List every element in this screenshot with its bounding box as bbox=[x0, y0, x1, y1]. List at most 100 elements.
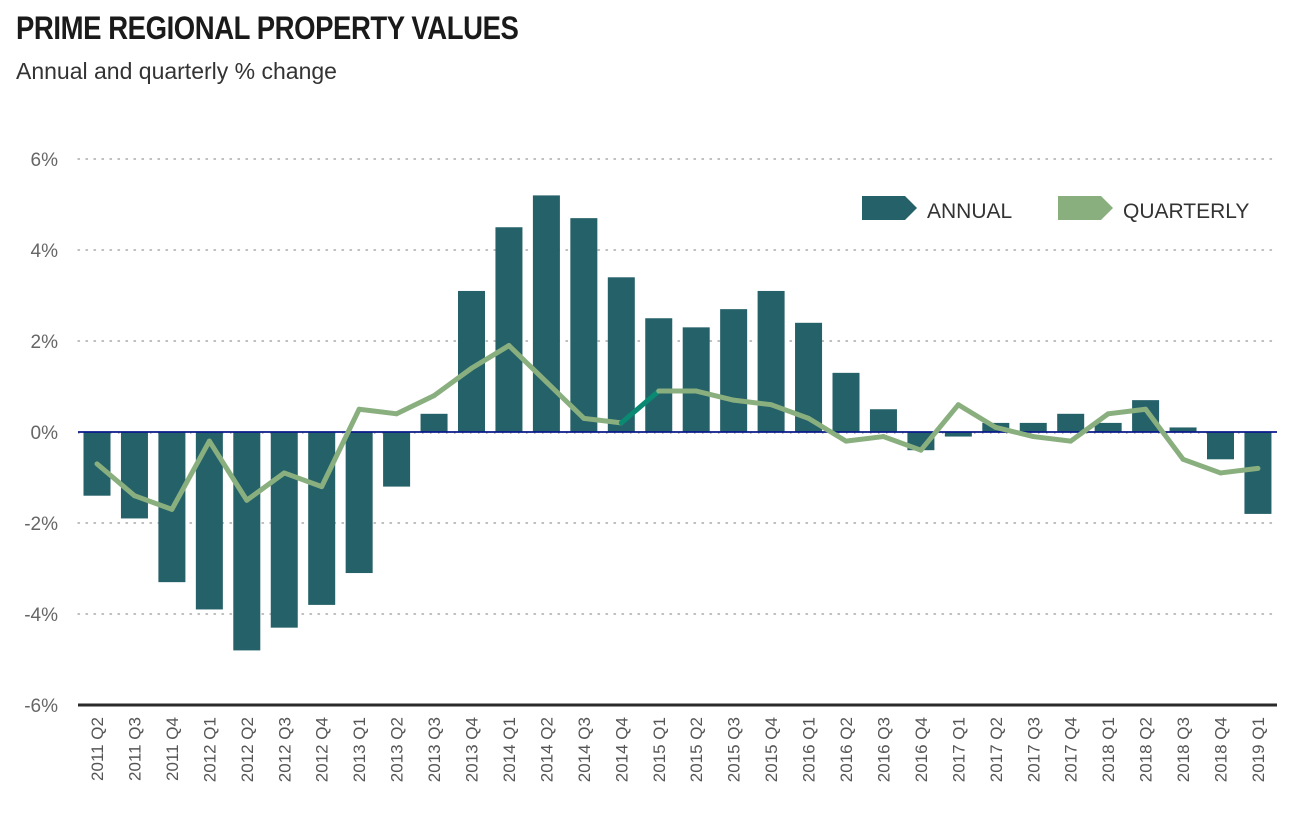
quarterly-line-segment bbox=[1180, 456, 1223, 476]
x-tick-label: 2011 Q2 bbox=[88, 717, 107, 781]
x-tick-label: 2017 Q4 bbox=[1062, 717, 1081, 782]
x-tick-label: 2018 Q4 bbox=[1212, 717, 1231, 782]
annual-bar bbox=[495, 227, 523, 432]
x-tick-label: 2012 Q4 bbox=[313, 717, 332, 782]
annual-bar bbox=[120, 432, 148, 519]
quarterly-line-segment bbox=[469, 343, 512, 371]
quarterly-line-segment bbox=[506, 343, 549, 385]
x-tick-label: 2011 Q4 bbox=[163, 717, 182, 781]
x-tick-label: 2014 Q4 bbox=[612, 717, 631, 782]
quarterly-line-segment bbox=[281, 470, 325, 490]
quarterly-line-segment bbox=[693, 388, 737, 403]
x-tick-label: 2016 Q3 bbox=[874, 717, 893, 782]
annual-bar bbox=[420, 413, 448, 432]
legend-label-annual: ANNUAL bbox=[927, 200, 1012, 223]
quarterly-line-segment bbox=[806, 415, 849, 444]
legend-swatch-annual bbox=[862, 196, 917, 220]
legend-item-annual[interactable]: ANNUAL bbox=[862, 196, 1012, 223]
legend-item-quarterly[interactable]: QUARTERLY bbox=[1058, 196, 1249, 223]
y-tick-label: -4% bbox=[24, 605, 58, 626]
quarterly-line-segment bbox=[543, 379, 587, 421]
x-tick-label: 2013 Q3 bbox=[425, 717, 444, 782]
quarterly-line-segment bbox=[581, 415, 624, 426]
annual-bar bbox=[270, 432, 298, 628]
x-tick-label: 2018 Q1 bbox=[1099, 717, 1118, 782]
x-tick-label: 2015 Q4 bbox=[762, 717, 781, 782]
annual-bar bbox=[832, 372, 860, 432]
x-tick-label: 2019 Q1 bbox=[1249, 717, 1268, 782]
quarterly-line-segment bbox=[356, 406, 400, 417]
quarterly-line-segment bbox=[731, 397, 774, 408]
quarterly-line-segment bbox=[169, 438, 212, 512]
x-tick-label: 2014 Q2 bbox=[537, 717, 556, 782]
x-tick-label: 2018 Q2 bbox=[1137, 717, 1156, 782]
annual-bar bbox=[1132, 400, 1160, 432]
quarterly-line-segment bbox=[431, 365, 474, 399]
quarterly-line-segment bbox=[618, 388, 662, 426]
quarterly-line-segment bbox=[1218, 465, 1261, 476]
quarterly-line-segment bbox=[244, 470, 287, 503]
x-tick-label: 2015 Q2 bbox=[687, 717, 706, 782]
quarterly-line-segment bbox=[319, 406, 362, 490]
quarterly-line-segment bbox=[955, 402, 999, 430]
x-tick-label: 2014 Q1 bbox=[500, 717, 519, 782]
x-tick-label: 2013 Q2 bbox=[388, 717, 407, 782]
quarterly-line-segment bbox=[918, 402, 961, 453]
legend: ANNUAL QUARTERLY bbox=[862, 196, 1249, 223]
annual-bar bbox=[682, 327, 710, 432]
x-tick-label: 2012 Q3 bbox=[275, 717, 294, 782]
y-tick-label: 6% bbox=[31, 150, 59, 171]
x-tick-label: 2013 Q4 bbox=[463, 717, 482, 782]
y-tick-label: 4% bbox=[31, 241, 59, 262]
x-tick-label: 2013 Q1 bbox=[350, 717, 369, 782]
annual-bar bbox=[720, 309, 748, 432]
annual-bar bbox=[1244, 432, 1272, 514]
x-tick-label: 2016 Q1 bbox=[800, 717, 819, 782]
quarterly-line-segment bbox=[1068, 411, 1111, 444]
annual-bar bbox=[645, 318, 673, 432]
x-tick-label: 2017 Q3 bbox=[1024, 717, 1043, 782]
quarterly-line-segment bbox=[206, 438, 250, 503]
quarterly-line-segment bbox=[131, 493, 175, 512]
quarterly-line-segment bbox=[1105, 406, 1149, 417]
annual-bar bbox=[1094, 422, 1122, 432]
x-tick-label: 2016 Q2 bbox=[837, 717, 856, 782]
annual-bar bbox=[1169, 427, 1197, 432]
x-tick-label: 2015 Q1 bbox=[650, 717, 669, 782]
annual-bar bbox=[1207, 432, 1234, 460]
x-tick-label: 2016 Q4 bbox=[912, 717, 931, 782]
y-tick-label: 2% bbox=[31, 332, 59, 353]
y-tick-label: -2% bbox=[24, 514, 58, 535]
x-tick-label: 2012 Q2 bbox=[238, 717, 257, 782]
annual-bar bbox=[345, 432, 373, 574]
quarterly-line-segment bbox=[843, 434, 886, 444]
quarterly-line-segment bbox=[880, 434, 924, 453]
legend-label-quarterly: QUARTERLY bbox=[1123, 200, 1249, 223]
quarterly-line-segment bbox=[1143, 406, 1186, 462]
x-tick-label: 2014 Q3 bbox=[575, 717, 594, 782]
x-axis-ticks: 2011 Q2 2011 Q3 2011 Q4 2012 Q1 2012 Q2 2012 … bbox=[88, 717, 1268, 782]
annual-bar bbox=[607, 277, 635, 432]
quarterly-line-segment bbox=[768, 402, 812, 421]
y-tick-label: -6% bbox=[24, 696, 58, 717]
x-tick-label: 2012 Q1 bbox=[200, 717, 219, 782]
quarterly-line bbox=[94, 343, 1261, 512]
annual-bar bbox=[308, 432, 336, 605]
y-tick-label: 0% bbox=[31, 423, 59, 444]
quarterly-line-segment bbox=[394, 393, 437, 417]
quarterly-line-segment bbox=[1030, 434, 1074, 444]
annual-bar bbox=[757, 290, 785, 432]
x-tick-label: 2017 Q1 bbox=[949, 717, 968, 782]
y-axis-ticks: 6% 4% 2% 0% -2% -4% -6% bbox=[24, 150, 58, 717]
annual-bar bbox=[570, 218, 598, 432]
legend-swatch-quarterly bbox=[1058, 196, 1113, 220]
annual-bar bbox=[233, 432, 261, 651]
x-tick-label: 2011 Q3 bbox=[125, 717, 144, 781]
annual-bar bbox=[383, 432, 411, 487]
annual-bar bbox=[944, 432, 972, 437]
annual-bar bbox=[869, 409, 897, 432]
annual-bar bbox=[532, 195, 560, 432]
quarterly-line-segment bbox=[94, 461, 137, 499]
x-tick-label: 2015 Q3 bbox=[725, 717, 744, 782]
